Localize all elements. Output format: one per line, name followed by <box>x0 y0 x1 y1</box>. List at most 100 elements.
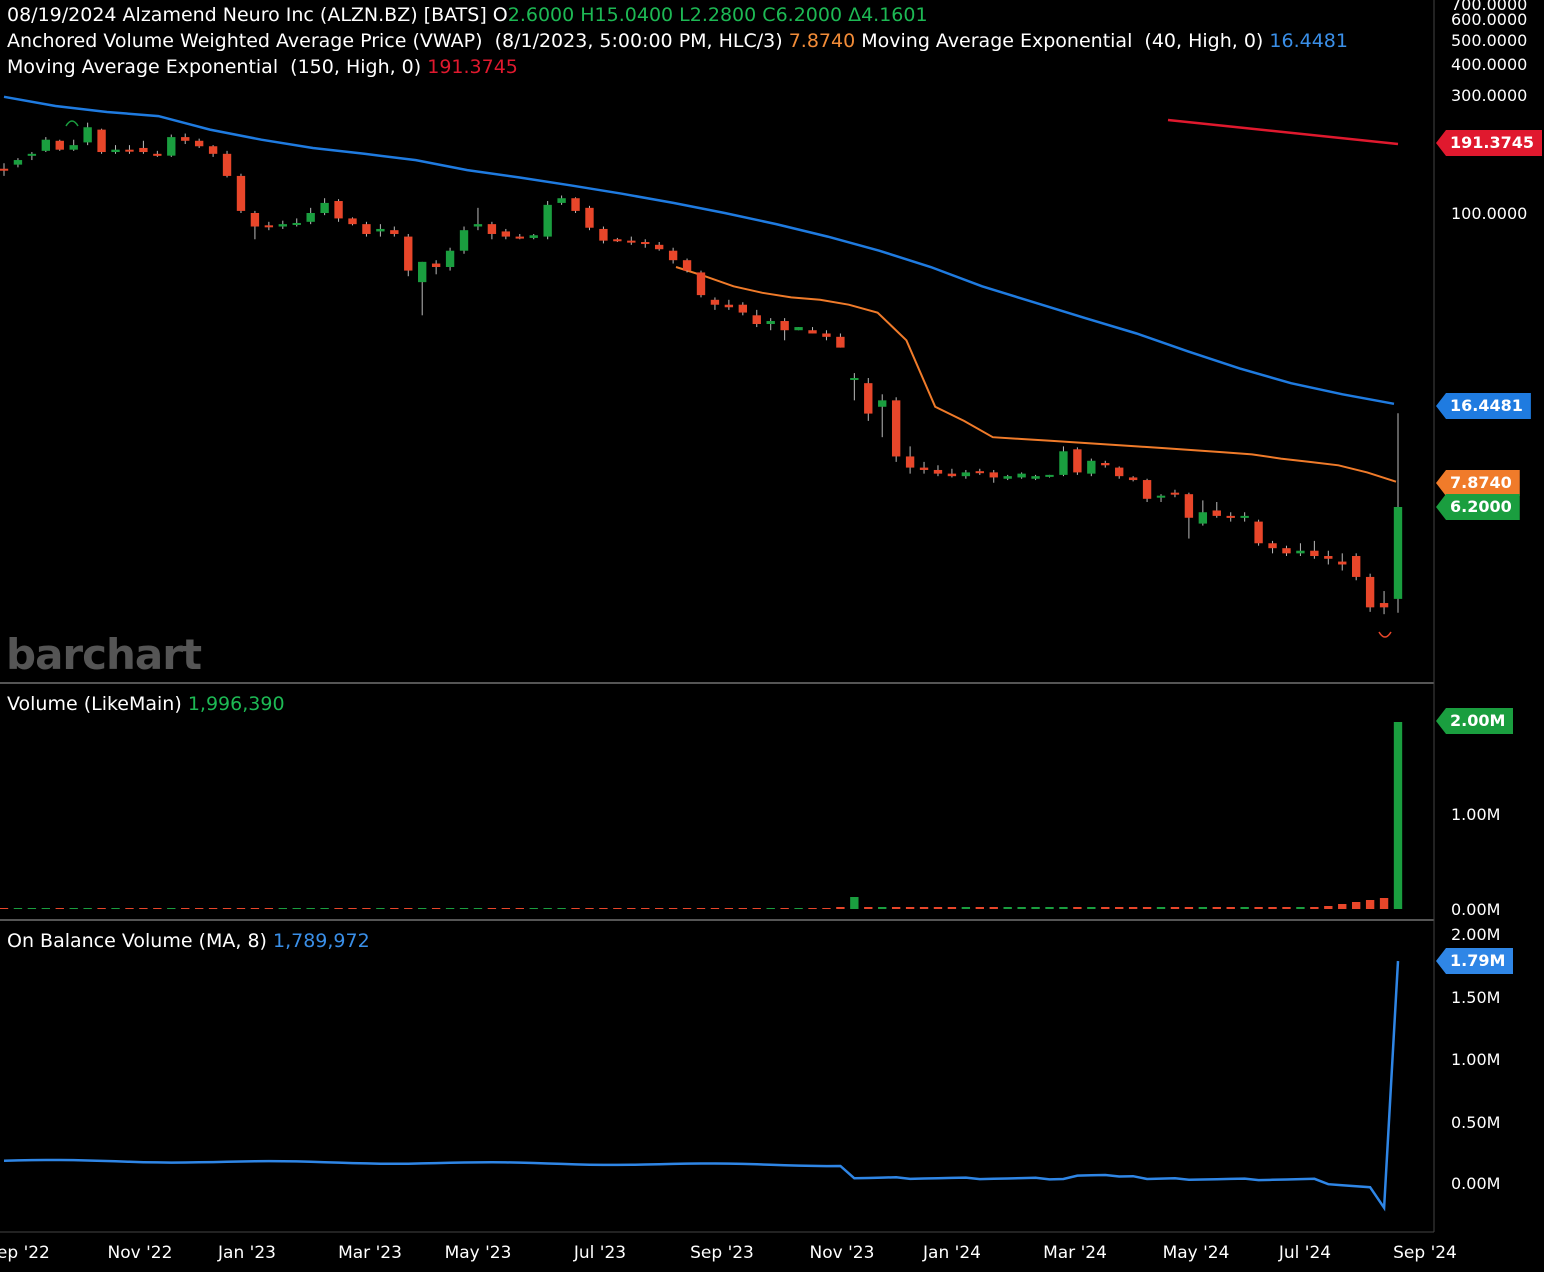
volume-bar <box>668 908 678 909</box>
open-value: 2.6000 <box>507 4 575 26</box>
volume-bar <box>1365 900 1375 909</box>
volume-bar <box>125 908 134 909</box>
volume-bar <box>599 908 608 909</box>
ema40-label: Moving Average Exponential (40, High, 0) <box>861 30 1264 52</box>
volume-bar <box>1254 907 1263 909</box>
volume-bar <box>487 908 497 909</box>
volume-bar <box>13 908 23 909</box>
candle-body <box>1170 492 1180 495</box>
volume-bar <box>376 908 385 909</box>
change-value: Δ4.1601 <box>848 4 928 26</box>
candle-body <box>153 153 162 156</box>
barchart-logo: barchart <box>6 630 202 679</box>
x-tick: Jan '24 <box>923 1243 981 1263</box>
volume-bar <box>1393 722 1403 909</box>
volume-bar <box>1031 907 1040 909</box>
volume-bar <box>111 908 120 909</box>
x-tick: Nov '22 <box>107 1243 173 1263</box>
header-ohlc-line: 08/19/2024 Alzamend Neuro Inc (ALZN.BZ) … <box>7 4 928 26</box>
candle-body <box>1393 507 1403 599</box>
candle-body <box>111 149 120 153</box>
low-marker-icon <box>1378 631 1392 638</box>
candle-body <box>682 260 692 271</box>
candle-body <box>27 153 37 156</box>
ema40-value: 16.4481 <box>1269 30 1348 52</box>
volume-bar <box>1296 907 1305 909</box>
ema150-label: Moving Average Exponential (150, High, 0… <box>7 56 422 78</box>
volume-bar <box>418 908 427 909</box>
volume-bar <box>864 907 873 909</box>
candle-body <box>167 137 176 156</box>
volume-bar <box>1170 907 1180 909</box>
candle-body <box>69 145 78 150</box>
volume-bar <box>320 908 329 909</box>
volume-tick: 0.00M <box>1451 900 1501 919</box>
candle-body <box>641 242 650 245</box>
symbol-title: 08/19/2024 Alzamend Neuro Inc (ALZN.BZ) … <box>7 4 508 26</box>
candle-body <box>13 160 23 165</box>
volume-bar <box>557 908 566 909</box>
volume-bar <box>278 908 287 909</box>
obv-line <box>3 960 1400 1212</box>
candle-body <box>933 469 943 474</box>
candle-body <box>1045 474 1054 477</box>
candle-body <box>376 228 385 232</box>
high-value: H15.0400 <box>580 4 674 26</box>
candle-body <box>738 304 748 313</box>
candle-body <box>822 333 831 337</box>
candle-body <box>724 304 734 308</box>
volume-bar <box>97 908 106 909</box>
volume-bar <box>641 908 650 909</box>
candle-body <box>654 244 664 250</box>
x-tick: Jul '23 <box>573 1243 627 1263</box>
obv-tick: 0.50M <box>1451 1113 1501 1132</box>
obv-pane-label: On Balance Volume (MA, 8) 1,789,972 <box>7 930 370 952</box>
volume-bar <box>404 908 413 909</box>
volume-tick: 1.00M <box>1451 805 1501 824</box>
volume-bar <box>348 908 357 909</box>
ema150-value: 191.3745 <box>427 56 518 78</box>
volume-bar <box>613 908 622 909</box>
volume-bar <box>1338 904 1347 909</box>
volume-bar <box>571 908 580 909</box>
volume-badge: 2.00M <box>1436 708 1514 734</box>
candle-body <box>613 239 622 242</box>
volume-bar <box>473 908 483 909</box>
obv-tick: 0.00M <box>1451 1174 1501 1193</box>
volume-bar <box>1128 907 1138 909</box>
volume-bar <box>780 908 789 909</box>
volume-pane-label: Volume (LikeMain) 1,996,390 <box>7 693 285 715</box>
volume-bar <box>766 908 775 909</box>
volume-label: Volume (LikeMain) <box>7 693 182 715</box>
volume-bar <box>1212 907 1221 909</box>
volume-bar <box>1045 907 1054 909</box>
volume-bar <box>27 908 37 909</box>
candle-body <box>1324 556 1333 559</box>
candle-body <box>181 137 190 141</box>
volume-bar <box>543 908 552 909</box>
volume-bar <box>1310 907 1319 909</box>
candle-body <box>515 236 524 239</box>
volume-bar <box>167 908 176 909</box>
ema-blue-line <box>3 95 1395 406</box>
volume-bar <box>1198 907 1208 909</box>
ema150-price-badge: 191.3745 <box>1436 130 1543 156</box>
candle-body <box>55 140 64 150</box>
volume-value: 1,996,390 <box>187 693 285 715</box>
candle-body <box>1296 550 1305 554</box>
vwap-price-badge: 7.8740 <box>1436 470 1520 496</box>
volume-bar <box>696 908 706 909</box>
candle-body <box>947 473 957 477</box>
candle-body <box>431 263 441 268</box>
volume-bar <box>0 908 9 909</box>
x-tick: Jul '24 <box>1278 1243 1332 1263</box>
volume-bar <box>808 908 817 909</box>
volume-bar <box>194 908 204 909</box>
candle-body <box>501 231 511 237</box>
volume-bar <box>794 908 803 909</box>
candle-body <box>1254 521 1263 544</box>
candle-body <box>250 213 260 227</box>
volume-bar <box>989 907 998 909</box>
candle-body <box>696 272 706 296</box>
